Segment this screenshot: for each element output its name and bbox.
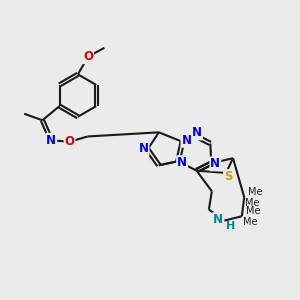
Text: N: N (182, 134, 191, 147)
Text: Me: Me (246, 206, 260, 216)
Text: N: N (213, 213, 223, 226)
Text: N: N (210, 157, 220, 170)
Text: Me: Me (245, 198, 260, 208)
Text: O: O (83, 50, 93, 63)
Text: N: N (177, 156, 187, 169)
Text: Me: Me (243, 217, 257, 227)
Text: O: O (64, 135, 74, 148)
Text: H: H (226, 221, 235, 231)
Text: N: N (46, 134, 56, 147)
Text: S: S (224, 170, 232, 183)
Text: N: N (192, 126, 202, 140)
Text: N: N (139, 142, 148, 155)
Text: Me: Me (248, 187, 263, 197)
